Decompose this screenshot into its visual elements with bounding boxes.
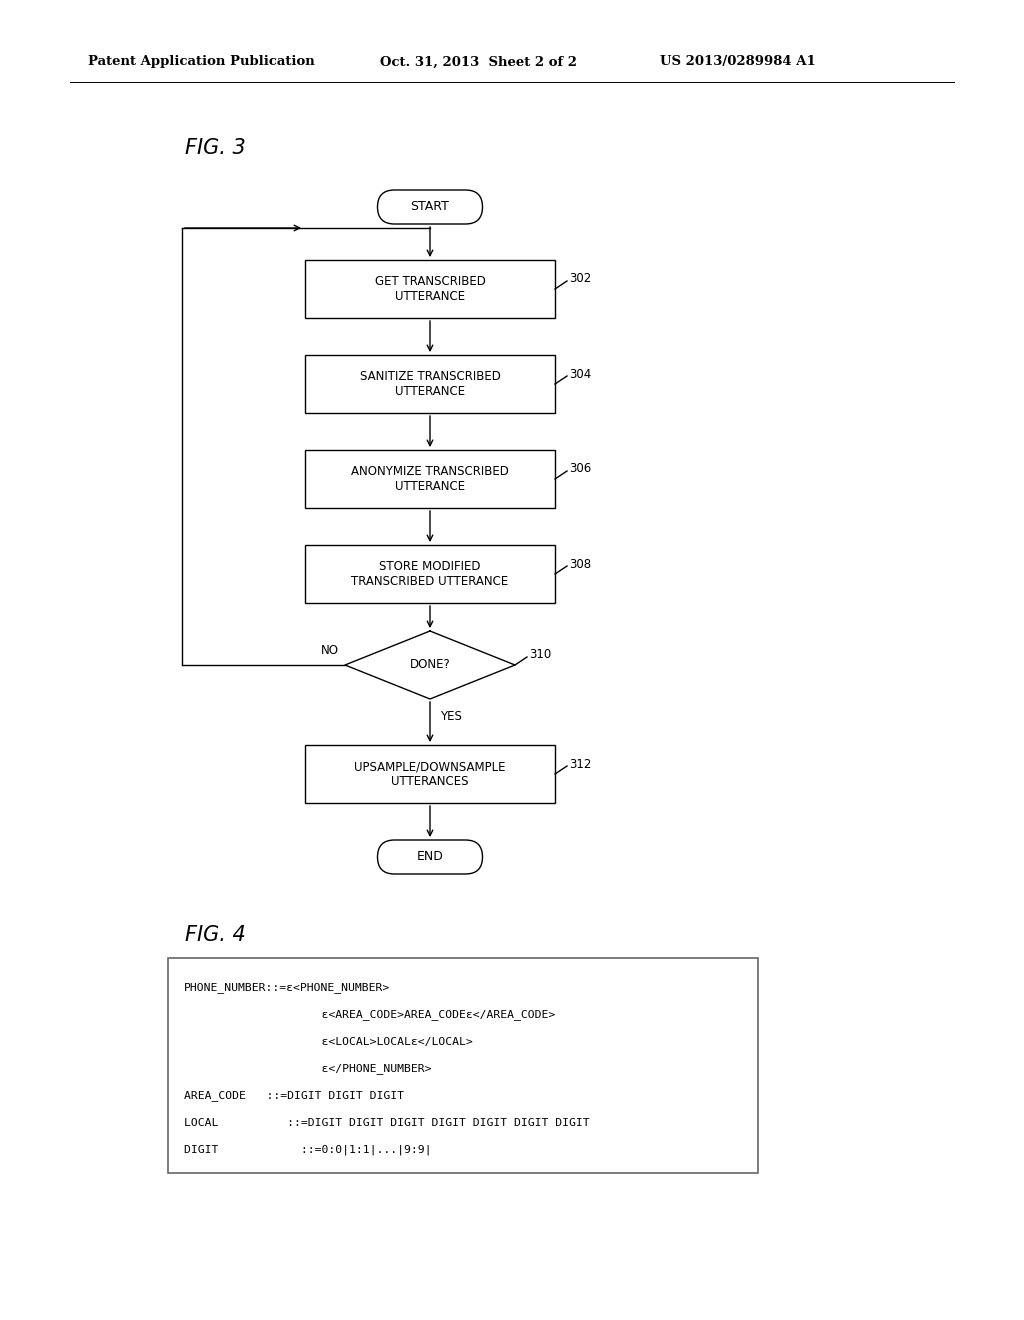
Text: PHONE_NUMBER::=ε<PHONE_NUMBER>: PHONE_NUMBER::=ε<PHONE_NUMBER> xyxy=(184,982,390,994)
Text: 312: 312 xyxy=(569,758,592,771)
FancyBboxPatch shape xyxy=(378,190,482,224)
Text: START: START xyxy=(411,201,450,214)
Bar xyxy=(305,744,555,803)
Text: ANONYMIZE TRANSCRIBED
UTTERANCE: ANONYMIZE TRANSCRIBED UTTERANCE xyxy=(351,465,509,492)
Text: 310: 310 xyxy=(529,648,551,661)
Text: 308: 308 xyxy=(569,557,591,570)
Text: DONE?: DONE? xyxy=(410,659,451,672)
Text: FIG. 3: FIG. 3 xyxy=(185,139,246,158)
Text: ε</PHONE_NUMBER>: ε</PHONE_NUMBER> xyxy=(184,1064,431,1074)
Polygon shape xyxy=(345,631,515,700)
Text: GET TRANSCRIBED
UTTERANCE: GET TRANSCRIBED UTTERANCE xyxy=(375,275,485,304)
FancyBboxPatch shape xyxy=(378,840,482,874)
Text: END: END xyxy=(417,850,443,863)
Text: ε<AREA_CODE>AREA_CODEε</AREA_CODE>: ε<AREA_CODE>AREA_CODEε</AREA_CODE> xyxy=(184,1010,555,1020)
Text: ε<LOCAL>LOCALε</LOCAL>: ε<LOCAL>LOCALε</LOCAL> xyxy=(184,1038,473,1047)
Text: UPSAMPLE/DOWNSAMPLE
UTTERANCES: UPSAMPLE/DOWNSAMPLE UTTERANCES xyxy=(354,760,506,788)
Text: US 2013/0289984 A1: US 2013/0289984 A1 xyxy=(660,55,816,69)
Text: LOCAL          ::=DIGIT DIGIT DIGIT DIGIT DIGIT DIGIT DIGIT: LOCAL ::=DIGIT DIGIT DIGIT DIGIT DIGIT D… xyxy=(184,1118,590,1129)
Bar xyxy=(305,260,555,318)
Text: Oct. 31, 2013  Sheet 2 of 2: Oct. 31, 2013 Sheet 2 of 2 xyxy=(380,55,577,69)
Text: 306: 306 xyxy=(569,462,591,475)
Text: FIG. 4: FIG. 4 xyxy=(185,925,246,945)
Bar xyxy=(168,958,758,1173)
Text: STORE MODIFIED
TRANSCRIBED UTTERANCE: STORE MODIFIED TRANSCRIBED UTTERANCE xyxy=(351,560,509,587)
Text: NO: NO xyxy=(321,644,339,657)
Text: Patent Application Publication: Patent Application Publication xyxy=(88,55,314,69)
Bar xyxy=(305,450,555,508)
Text: DIGIT            ::=0:0|1:1|...|9:9|: DIGIT ::=0:0|1:1|...|9:9| xyxy=(184,1144,431,1155)
Text: 302: 302 xyxy=(569,272,591,285)
Text: AREA_CODE   ::=DIGIT DIGIT DIGIT: AREA_CODE ::=DIGIT DIGIT DIGIT xyxy=(184,1090,404,1101)
Bar xyxy=(305,355,555,413)
Text: SANITIZE TRANSCRIBED
UTTERANCE: SANITIZE TRANSCRIBED UTTERANCE xyxy=(359,370,501,399)
Text: YES: YES xyxy=(440,710,462,723)
Bar xyxy=(305,545,555,603)
Text: 304: 304 xyxy=(569,367,591,380)
